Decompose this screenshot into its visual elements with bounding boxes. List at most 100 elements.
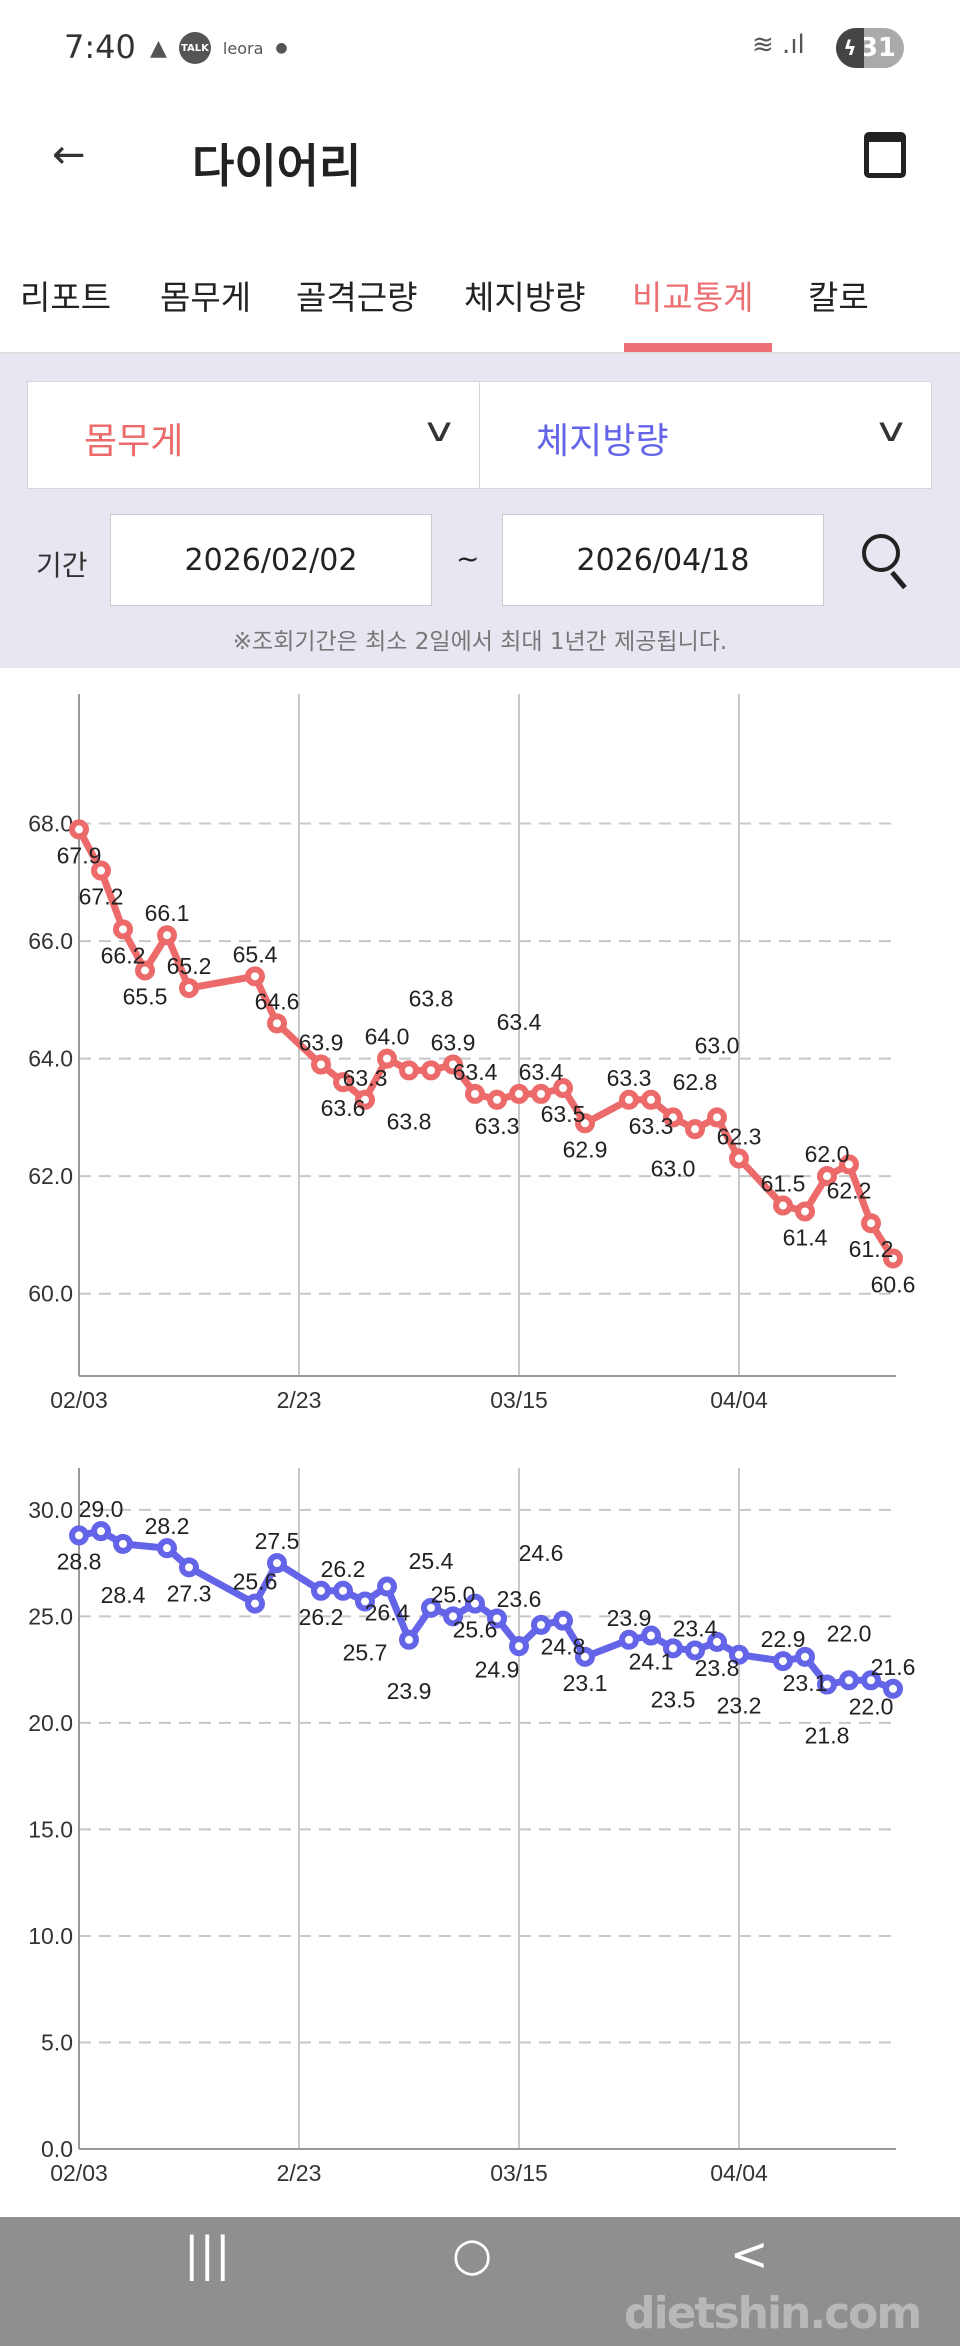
data-label: 22.0 xyxy=(849,1693,894,1719)
data-label: 62.9 xyxy=(563,1136,608,1162)
period-notice: ※조회기간은 최소 2일에서 최대 1년간 제공됩니다. xyxy=(232,629,728,655)
start-date-input[interactable]: 2026/02/02 xyxy=(110,514,432,606)
kakaotalk-icon: TALK xyxy=(178,32,211,64)
data-label: 25.6 xyxy=(453,1617,498,1643)
data-point xyxy=(707,1107,727,1128)
data-point xyxy=(421,1597,441,1618)
tab-calories[interactable]: 칼로 xyxy=(808,278,869,317)
data-label: 61.4 xyxy=(783,1224,828,1250)
metric2-dropdown[interactable]: 체지방량 v xyxy=(479,381,932,489)
tab-muscle[interactable]: 골격근량 xyxy=(296,278,418,317)
data-point xyxy=(465,1083,485,1104)
data-point xyxy=(729,1148,749,1169)
data-point xyxy=(157,925,177,946)
data-label: 24.9 xyxy=(475,1656,520,1682)
data-label: 26.4 xyxy=(365,1600,410,1626)
data-point xyxy=(113,919,133,940)
data-point xyxy=(839,1154,859,1175)
data-point xyxy=(355,1089,375,1110)
data-label: 23.6 xyxy=(497,1586,542,1612)
data-label: 28.2 xyxy=(145,1513,190,1539)
y-tick-label: 64.0 xyxy=(28,1046,73,1072)
data-label: 28.4 xyxy=(101,1582,146,1608)
data-label: 61.5 xyxy=(761,1171,806,1197)
data-label: 29.0 xyxy=(79,1496,124,1522)
tab-body-fat[interactable]: 체지방량 xyxy=(464,278,586,317)
data-point xyxy=(509,1636,529,1657)
data-point xyxy=(135,960,155,981)
home-button[interactable]: ○ xyxy=(452,2227,493,2281)
data-label: 63.0 xyxy=(651,1155,696,1181)
metric2-value: 체지방량 xyxy=(536,421,669,462)
tab-report[interactable]: 리포트 xyxy=(20,278,112,317)
data-point xyxy=(817,1674,837,1695)
data-label: 62.0 xyxy=(805,1141,850,1167)
data-point xyxy=(575,1646,595,1667)
data-point xyxy=(663,1638,683,1659)
system-nav-bar: ||| ○ < dietshin.com xyxy=(0,2217,960,2346)
data-point xyxy=(553,1078,573,1099)
data-label: 63.0 xyxy=(695,1032,740,1058)
status-time: 7:40 xyxy=(64,28,136,66)
data-label: 63.9 xyxy=(431,1030,476,1056)
data-point xyxy=(509,1083,529,1104)
tab-compare-stats[interactable]: 비교통계 xyxy=(632,278,754,317)
data-label: 25.0 xyxy=(431,1581,476,1607)
y-tick-label: 15.0 xyxy=(28,1816,73,1842)
active-tab-indicator xyxy=(624,343,772,352)
calendar-icon[interactable] xyxy=(864,132,906,178)
data-point xyxy=(773,1651,793,1672)
data-point xyxy=(663,1107,683,1128)
x-tick-label: 2/23 xyxy=(277,2160,322,2186)
status-bar: 7:40 ▲ TALK leora ● ≋ .ıl ϟ 31 xyxy=(0,0,960,100)
metric1-dropdown[interactable]: 몸무게 v xyxy=(27,381,480,489)
data-point xyxy=(443,1606,463,1627)
data-label: 66.2 xyxy=(101,942,146,968)
data-point xyxy=(179,1557,199,1578)
data-point xyxy=(245,966,265,987)
data-point xyxy=(157,1538,177,1559)
data-point xyxy=(399,1629,419,1650)
y-tick-label: 0.0 xyxy=(41,2136,73,2162)
back-button[interactable]: < xyxy=(730,2227,769,2281)
data-point xyxy=(465,1593,485,1614)
data-point xyxy=(641,1089,661,1110)
data-label: 24.1 xyxy=(629,1649,674,1675)
data-point xyxy=(839,1670,859,1691)
data-label: 67.2 xyxy=(79,884,124,910)
data-label: 63.4 xyxy=(497,1009,542,1035)
search-icon[interactable] xyxy=(862,534,900,572)
data-label: 60.6 xyxy=(871,1271,916,1297)
data-label: 26.2 xyxy=(299,1604,344,1630)
y-tick-label: 5.0 xyxy=(41,2029,73,2055)
data-label: 27.3 xyxy=(167,1580,212,1606)
data-point xyxy=(729,1644,749,1665)
data-label: 22.9 xyxy=(761,1626,806,1652)
tab-weight[interactable]: 몸무게 xyxy=(160,278,252,317)
battery-indicator: ϟ 31 xyxy=(836,28,904,68)
data-label: 63.4 xyxy=(453,1059,498,1085)
page-title: 다이어리 xyxy=(192,139,362,193)
data-label: 23.9 xyxy=(607,1605,652,1631)
data-point xyxy=(91,860,111,881)
filter-panel: 몸무게 v 체지방량 v 기간 2026/02/02 ~ 2026/04/18 … xyxy=(0,354,960,668)
y-tick-label: 25.0 xyxy=(28,1603,73,1629)
data-point xyxy=(69,819,89,840)
data-point xyxy=(487,1089,507,1110)
end-date-input[interactable]: 2026/04/18 xyxy=(502,514,824,606)
data-label: 26.2 xyxy=(321,1556,366,1582)
data-point xyxy=(487,1608,507,1629)
recent-apps-button[interactable]: ||| xyxy=(184,2227,231,2281)
data-point xyxy=(817,1166,837,1187)
data-label: 65.5 xyxy=(123,983,168,1009)
data-point xyxy=(377,1576,397,1597)
data-label: 67.9 xyxy=(57,842,102,868)
data-label: 63.8 xyxy=(409,985,454,1011)
data-point xyxy=(531,1083,551,1104)
data-point xyxy=(883,1248,903,1269)
data-label: 65.4 xyxy=(233,941,278,967)
data-point xyxy=(245,1593,265,1614)
watermark: dietshin.com xyxy=(624,2288,922,2339)
back-arrow-icon[interactable]: ← xyxy=(52,132,86,178)
data-point xyxy=(685,1119,705,1140)
